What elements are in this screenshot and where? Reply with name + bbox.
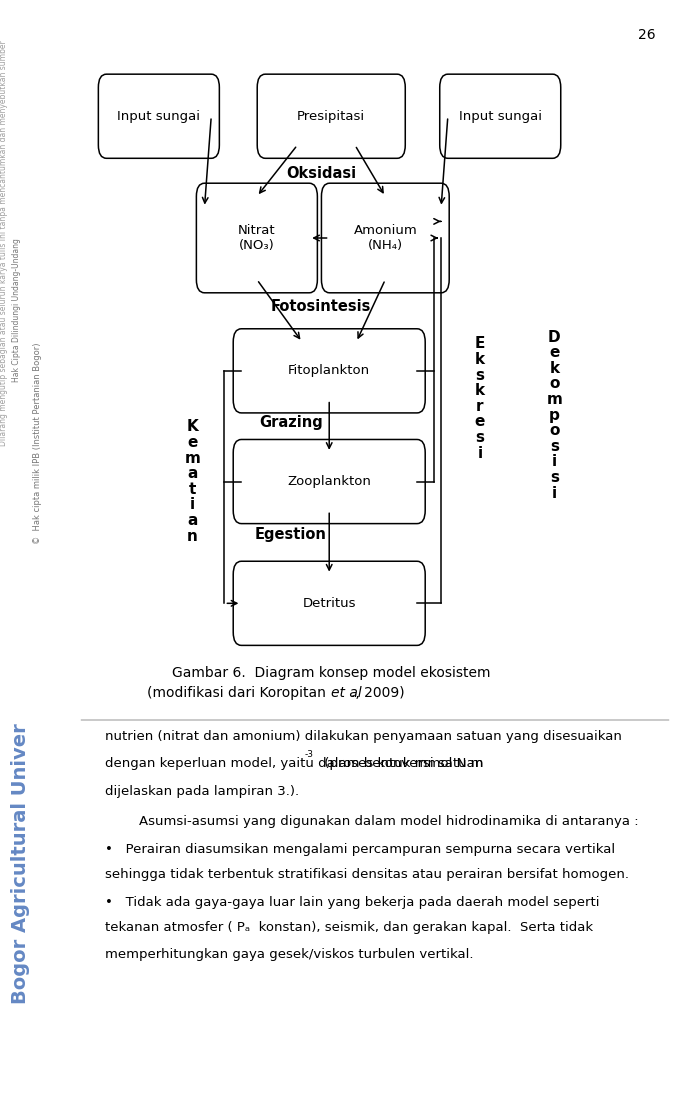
Text: Asumsi-asumsi yang digunakan dalam model hidrodinamika di antaranya :: Asumsi-asumsi yang digunakan dalam model… (105, 815, 638, 828)
Text: dengan keperluan model, yaitu dalam bentuk mmol N m: dengan keperluan model, yaitu dalam bent… (105, 757, 483, 770)
Text: Zooplankton: Zooplankton (287, 475, 371, 488)
Text: -3: -3 (305, 751, 314, 759)
Text: Egestion: Egestion (255, 527, 327, 542)
Text: sehingga tidak terbentuk stratifikasi densitas atau perairan bersifat homogen.: sehingga tidak terbentuk stratifikasi de… (105, 868, 629, 881)
Text: 26: 26 (638, 28, 656, 42)
Text: (modifikasi dari Koropitan: (modifikasi dari Koropitan (147, 686, 331, 700)
FancyBboxPatch shape (439, 74, 560, 158)
Text: Nitrat
(NO₃): Nitrat (NO₃) (238, 224, 276, 252)
FancyBboxPatch shape (257, 74, 405, 158)
Text: Input sungai: Input sungai (118, 110, 200, 123)
Text: Bogor Agricultural Univer: Bogor Agricultural Univer (11, 723, 30, 1004)
FancyBboxPatch shape (233, 439, 425, 524)
Text: tekanan atmosfer ( Pₐ  konstan), seismik, dan gerakan kapal.  Serta tidak: tekanan atmosfer ( Pₐ konstan), seismik,… (105, 921, 593, 934)
Text: •   Tidak ada gaya-gaya luar lain yang bekerja pada daerah model seperti: • Tidak ada gaya-gaya luar lain yang bek… (105, 896, 600, 909)
Text: Fitoplankton: Fitoplankton (288, 364, 370, 377)
Text: Amonium
(NH₄): Amonium (NH₄) (354, 224, 417, 252)
Text: Input sungai: Input sungai (459, 110, 541, 123)
Text: nutrien (nitrat dan amonium) dilakukan penyamaan satuan yang disesuaikan: nutrien (nitrat dan amonium) dilakukan p… (105, 730, 622, 743)
FancyBboxPatch shape (321, 183, 449, 292)
Text: Dilarang mengutip sebagian atau seluruh karya tulis ini tanpa mencantumkan dan m: Dilarang mengutip sebagian atau seluruh … (0, 41, 8, 446)
Text: K
e
m
a
t
i
a
n: K e m a t i a n (185, 420, 201, 544)
FancyBboxPatch shape (233, 329, 425, 413)
Text: Hak Cipta Dilindungi Undang-Undang: Hak Cipta Dilindungi Undang-Undang (12, 238, 22, 382)
Text: (proses konversi satuan: (proses konversi satuan (320, 757, 483, 770)
Text: Detritus: Detritus (302, 597, 356, 610)
Text: ., 2009): ., 2009) (351, 686, 404, 700)
Text: Oksidasi: Oksidasi (286, 166, 356, 182)
Text: E
k
s
k
r
e
s
i: E k s k r e s i (475, 337, 485, 461)
Text: Gambar 6.  Diagram konsep model ekosistem: Gambar 6. Diagram konsep model ekosistem (172, 666, 491, 680)
Text: dijelaskan pada lampiran 3.).: dijelaskan pada lampiran 3.). (105, 785, 299, 798)
FancyBboxPatch shape (233, 561, 425, 645)
FancyBboxPatch shape (196, 183, 318, 292)
Text: et al: et al (331, 686, 361, 700)
Text: ©  Hak cipta milik IPB (Institut Pertanian Bogor): © Hak cipta milik IPB (Institut Pertania… (32, 342, 42, 544)
Text: D
e
k
o
m
p
o
s
i
s
i: D e k o m p o s i s i (546, 330, 562, 500)
Text: memperhitungkan gaya gesek/viskos turbulen vertikal.: memperhitungkan gaya gesek/viskos turbul… (105, 948, 473, 961)
FancyBboxPatch shape (98, 74, 219, 158)
Text: •   Perairan diasumsikan mengalami percampuran sempurna secara vertikal: • Perairan diasumsikan mengalami percamp… (105, 842, 615, 856)
Text: Fotosintesis: Fotosintesis (271, 299, 371, 314)
Text: Presipitasi: Presipitasi (297, 110, 365, 123)
Text: Grazing: Grazing (259, 415, 322, 431)
